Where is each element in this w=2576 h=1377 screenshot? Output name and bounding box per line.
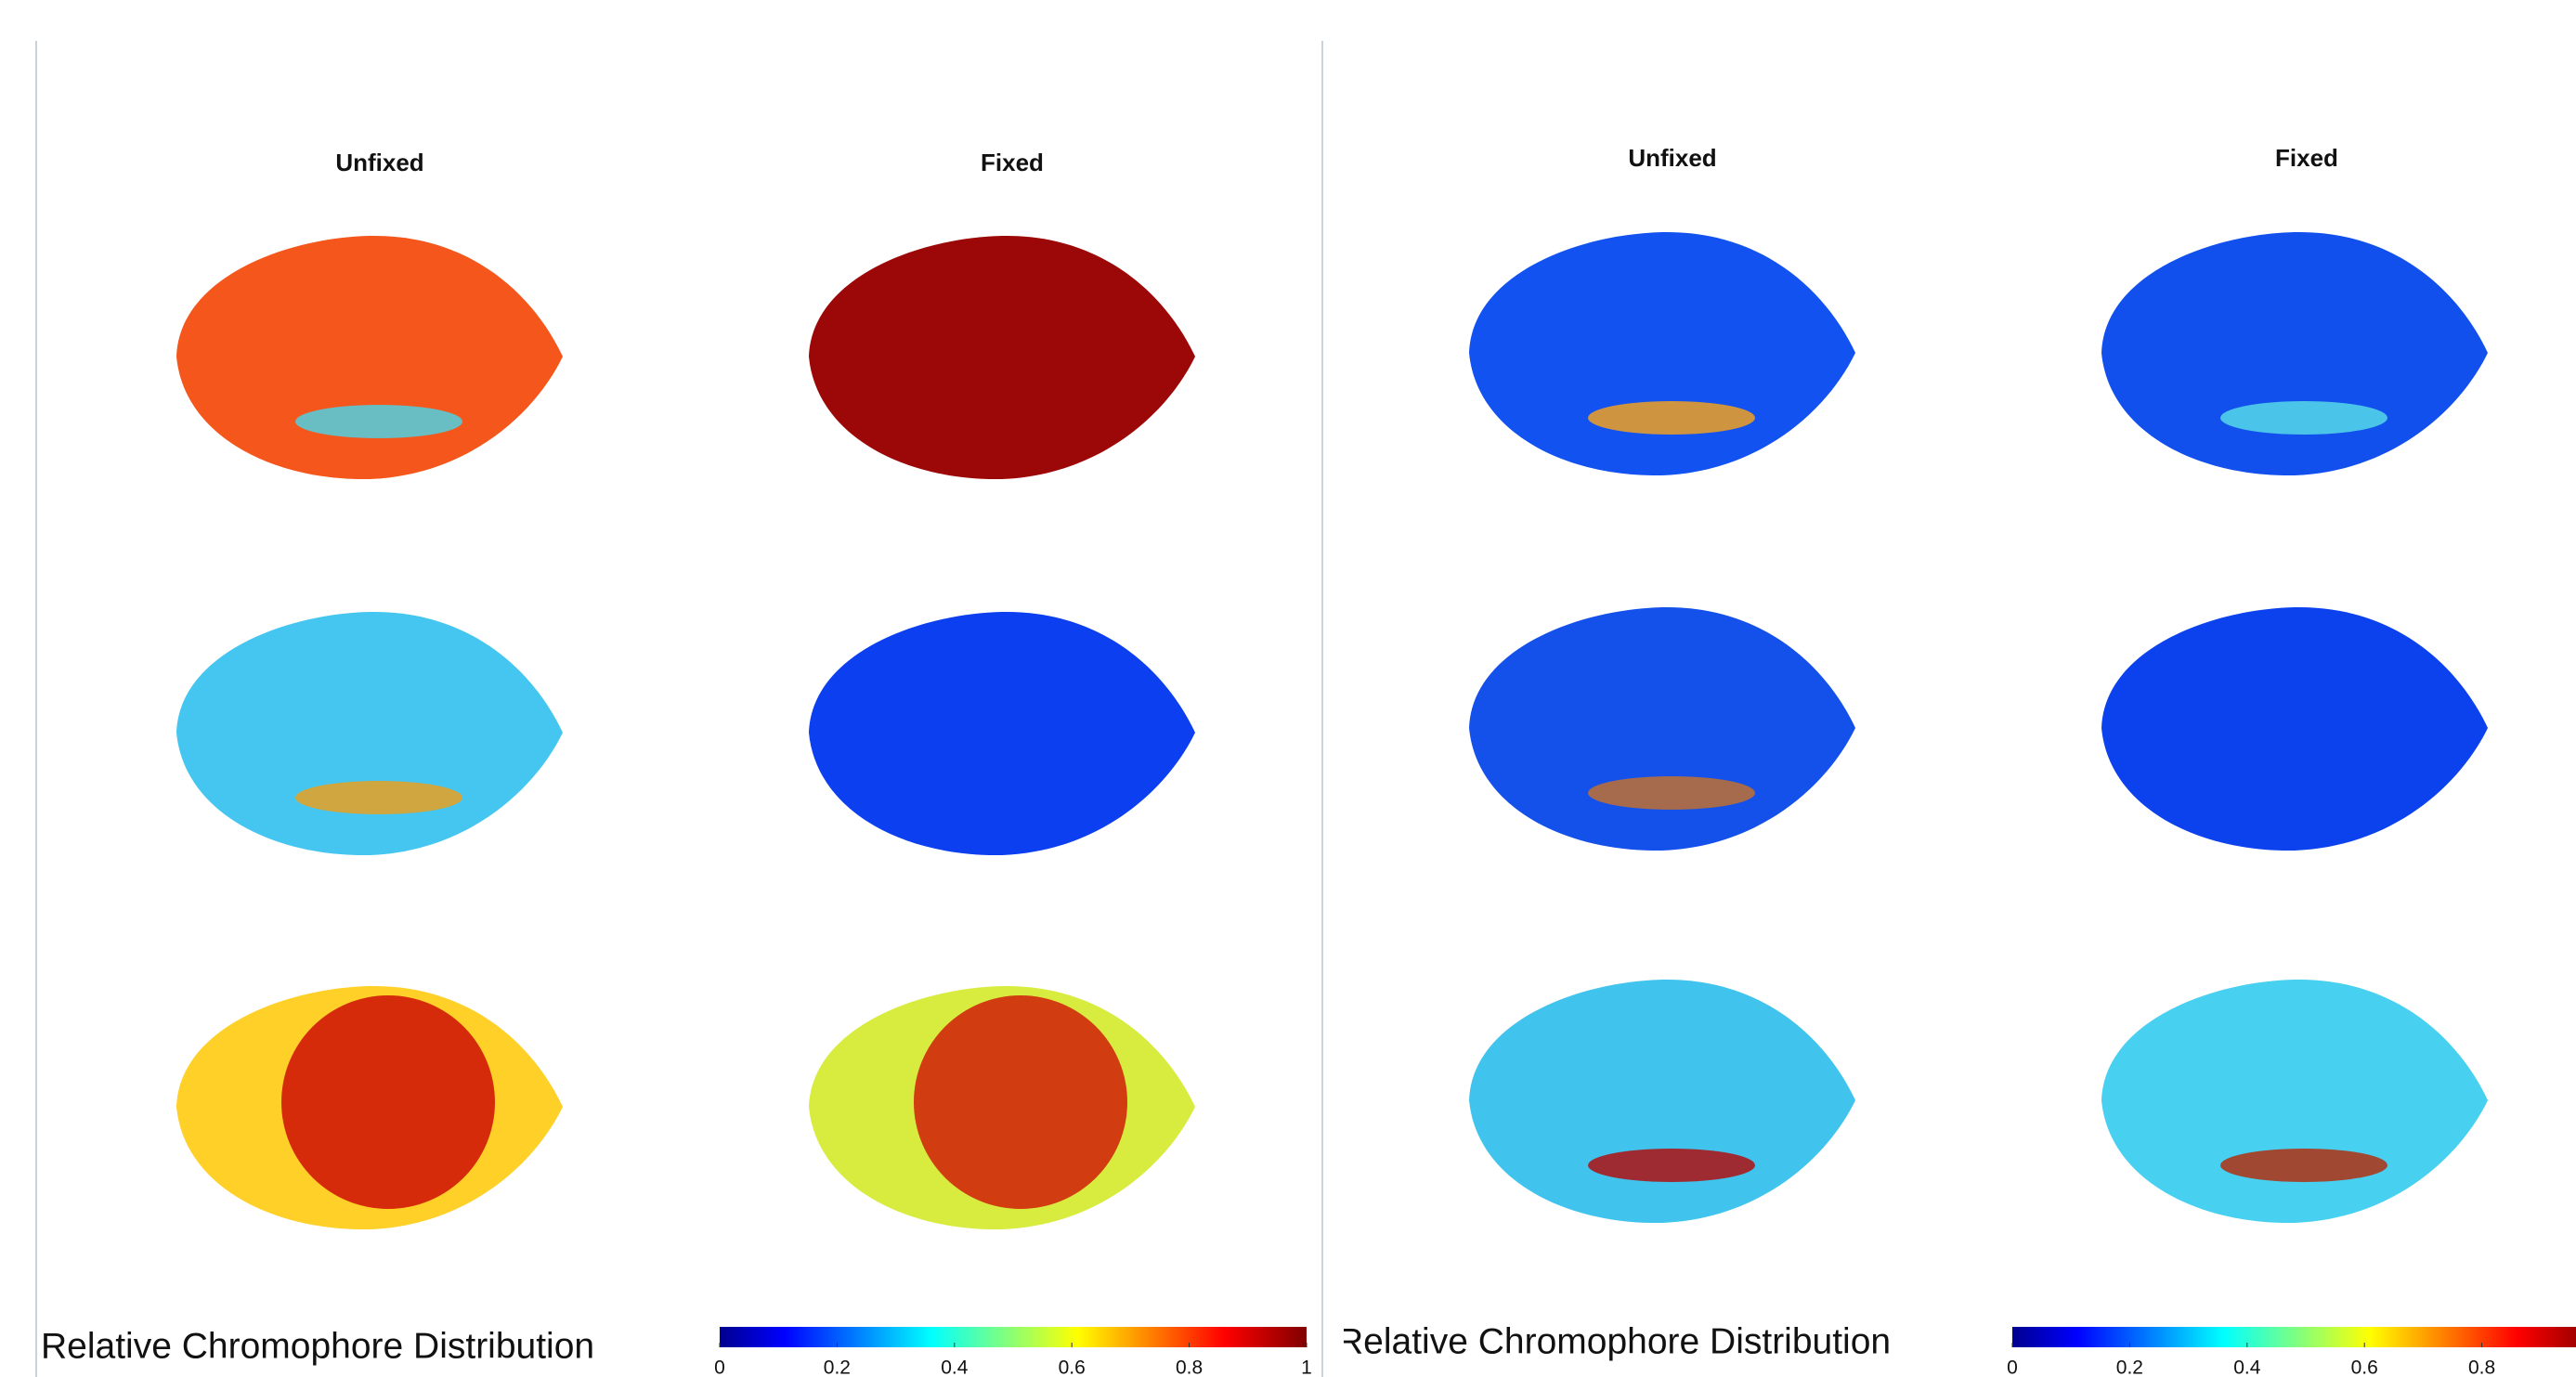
heatmap-image: [176, 985, 563, 1230]
heatmap-image: [176, 235, 563, 480]
heatmap-image: [809, 611, 1195, 856]
cell-core: [281, 995, 495, 1209]
colorbar-tick-label: 0.6: [1059, 1358, 1086, 1377]
hotspot: [1588, 1149, 1755, 1182]
heatmap-image: [2101, 979, 2488, 1224]
column-title: Fixed: [981, 149, 1044, 176]
heatmap-image: [809, 985, 1195, 1230]
panel: Unfixed Fixed Relative Chromophore Distrib…: [1337, 144, 2576, 1377]
colorbar-tick-label: 0.6: [2351, 1358, 2378, 1377]
cell-region: [176, 611, 563, 856]
hotspot: [295, 405, 462, 438]
cell-region: [1469, 606, 1855, 851]
cell-region: [809, 235, 1195, 480]
colorbar-tick-label: 0.2: [824, 1358, 851, 1377]
cell-region: [1469, 979, 1855, 1224]
heatmap-image: [1469, 979, 1855, 1224]
heatmap-image: [2101, 231, 2488, 476]
cell-core: [914, 995, 1127, 1209]
colorbar-label: Relative Chromophore Distribution: [1337, 1321, 1891, 1361]
cell-region: [2101, 231, 2488, 476]
colorbar: [2012, 1327, 2576, 1347]
panel: Unfixed Fixed Relative Chromophore Distrib…: [41, 149, 1312, 1377]
hotspot: [295, 781, 462, 814]
cell-region: [1469, 231, 1855, 476]
colorbar-tick-label: 0.4: [2233, 1358, 2261, 1377]
column-title: Fixed: [2275, 144, 2338, 172]
heatmap-image: [809, 235, 1195, 480]
colorbar-tick-label: 0: [2007, 1358, 2018, 1377]
cell-region: [176, 235, 563, 480]
colorbar-tick-label: 0.2: [2116, 1358, 2143, 1377]
heatmap-image: [1469, 231, 1855, 476]
cell-region: [2101, 979, 2488, 1224]
hotspot: [2220, 401, 2387, 435]
hotspot: [1588, 776, 1755, 810]
heatmap-image: [1469, 606, 1855, 851]
colorbar-tick-label: 1: [1301, 1358, 1312, 1377]
colorbar-tick-label: 0.8: [2468, 1358, 2495, 1377]
colorbar-tick-label: 0.8: [1176, 1358, 1203, 1377]
heatmap-image: [176, 611, 563, 856]
column-title: Unfixed: [1628, 144, 1716, 172]
colorbar-label: Relative Chromophore Distribution: [41, 1326, 594, 1366]
hotspot: [2220, 1149, 2387, 1182]
cell-region: [809, 611, 1195, 856]
heatmap-image: [2101, 606, 2488, 851]
column-title: Unfixed: [335, 149, 423, 176]
hotspot: [1588, 401, 1755, 435]
cell-region: [2101, 606, 2488, 851]
colorbar: [720, 1327, 1307, 1347]
colorbar-tick-label: 0: [714, 1358, 725, 1377]
colorbar-tick-label: 0.4: [941, 1358, 969, 1377]
